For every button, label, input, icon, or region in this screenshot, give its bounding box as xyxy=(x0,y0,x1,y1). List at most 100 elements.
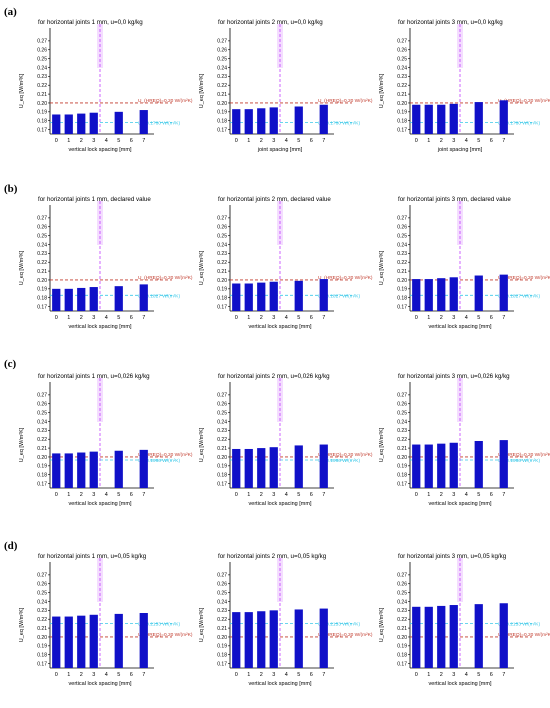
bar xyxy=(114,613,123,668)
y-tick-label: 0.23 xyxy=(217,251,227,257)
bar xyxy=(294,445,303,488)
y-tick-label: 0.18 xyxy=(37,472,47,478)
x-tick-label: 3 xyxy=(92,672,95,678)
x-tick-label: 7 xyxy=(322,315,325,321)
x-axis-label: vertical lock spacing [mm] xyxy=(429,681,492,687)
bar xyxy=(474,440,483,488)
bar xyxy=(319,279,328,311)
required-reference-label: U_(HREQ)=0.20 W/(m²K) xyxy=(498,98,550,104)
y-tick-label: 0.21 xyxy=(397,269,407,275)
required-reference-label: U_(HREQ)=0.20 W/(m²K) xyxy=(138,452,193,458)
y-tick-label: 0.27 xyxy=(397,573,407,579)
y-tick-label: 0.27 xyxy=(217,39,227,45)
x-axis-label: vertical lock spacing [mm] xyxy=(69,324,132,330)
x-tick-label: 0 xyxy=(55,492,58,498)
y-tick-label: 0.24 xyxy=(397,65,407,71)
x-tick-label: 7 xyxy=(142,492,145,498)
y-tick-label: 0.24 xyxy=(397,242,407,248)
x-tick-label: 0 xyxy=(415,315,418,321)
y-tick-label: 0.18 xyxy=(37,295,47,301)
bar xyxy=(244,283,253,311)
y-tick-label: 0.19 xyxy=(37,644,47,650)
x-tick-label: 2 xyxy=(260,138,263,144)
y-tick-label: 0.25 xyxy=(37,590,47,596)
bar xyxy=(424,104,433,134)
x-axis-label: joint spacing [mm] xyxy=(257,147,303,153)
y-tick-label: 0.19 xyxy=(397,287,407,293)
y-axis-label: U_eq [W/m²K] xyxy=(19,607,25,642)
x-tick-label: 5 xyxy=(297,492,300,498)
x-tick-label: 6 xyxy=(310,138,313,144)
bar xyxy=(499,603,508,668)
y-tick-label: 0.20 xyxy=(37,101,47,107)
y-tick-label: 0.27 xyxy=(217,393,227,399)
y-tick-label: 0.17 xyxy=(37,127,47,133)
bar xyxy=(244,612,253,668)
x-tick-label: 7 xyxy=(502,315,505,321)
x-tick-label: 1 xyxy=(247,315,250,321)
y-tick-label: 0.20 xyxy=(37,278,47,284)
y-tick-label: 0.24 xyxy=(37,599,47,605)
y-tick-label: 0.27 xyxy=(217,573,227,579)
x-tick-label: 6 xyxy=(310,492,313,498)
x-tick-label: 2 xyxy=(260,672,263,678)
bar xyxy=(319,608,328,668)
x-tick-label: 6 xyxy=(490,492,493,498)
x-tick-label: 5 xyxy=(297,672,300,678)
y-tick-label: 0.23 xyxy=(397,428,407,434)
bar xyxy=(474,102,483,134)
y-tick-label: 0.26 xyxy=(37,582,47,588)
x-tick-label: 1 xyxy=(67,672,70,678)
y-tick-label: 0.25 xyxy=(37,56,47,62)
row-label-d: (d) xyxy=(4,540,18,552)
bar xyxy=(449,277,458,311)
x-tick-label: 5 xyxy=(117,492,120,498)
x-tick-label: 6 xyxy=(310,315,313,321)
y-tick-label: 0.18 xyxy=(397,652,407,658)
x-tick-label: 3 xyxy=(452,315,455,321)
x-tick-label: 3 xyxy=(272,315,275,321)
y-axis-label: U_eq [W/m²K] xyxy=(19,250,25,285)
y-tick-label: 0.20 xyxy=(397,278,407,284)
y-axis-label: U_eq [W/m²K] xyxy=(199,73,205,108)
required-reference-label: U_(HREQ)=0.20 W/(m²K) xyxy=(138,275,193,281)
x-tick-label: 2 xyxy=(440,672,443,678)
x-tick-label: 7 xyxy=(322,492,325,498)
y-tick-label: 0.24 xyxy=(217,599,227,605)
y-tick-label: 0.23 xyxy=(397,74,407,80)
u0-reference-label: U₀=0.1780 W/(m²K) xyxy=(138,120,181,126)
y-tick-label: 0.20 xyxy=(397,455,407,461)
y-tick-label: 0.27 xyxy=(37,393,47,399)
bar xyxy=(499,274,508,311)
x-tick-label: 3 xyxy=(92,315,95,321)
y-tick-label: 0.26 xyxy=(37,402,47,408)
y-tick-label: 0.17 xyxy=(37,661,47,667)
y-tick-label: 0.27 xyxy=(37,39,47,45)
bar xyxy=(77,287,86,311)
bar xyxy=(139,449,148,488)
chart-title: for horizontal joints 3 mm, u=0,05 kg/kg xyxy=(398,553,507,560)
bar xyxy=(257,282,266,311)
u0-reference-label: U₀=0.1780 W/(m²K) xyxy=(498,120,541,126)
chart-title: for horizontal joints 2 mm, u=0,026 kg/k… xyxy=(218,373,330,380)
bar xyxy=(232,612,241,668)
y-tick-label: 0.25 xyxy=(217,233,227,239)
x-tick-label: 4 xyxy=(285,138,288,144)
u0-reference-label: U₀=0.1827 W/(m²K) xyxy=(138,293,181,299)
chart-title: for horizontal joints 2 mm, u=0,05 kg/kg xyxy=(218,553,327,560)
x-tick-label: 2 xyxy=(440,138,443,144)
x-tick-label: 3 xyxy=(92,138,95,144)
bar xyxy=(424,279,433,311)
required-reference-label: U_(HREQ)=0.20 W/(m²K) xyxy=(498,275,550,281)
x-tick-label: 6 xyxy=(310,672,313,678)
y-tick-label: 0.22 xyxy=(397,260,407,266)
bar xyxy=(139,110,148,134)
bar xyxy=(244,109,253,134)
bar xyxy=(257,108,266,134)
bar xyxy=(269,447,278,488)
bar xyxy=(412,104,421,134)
required-reference-label: U_(HREQ)=0.20 W/(m²K) xyxy=(138,98,193,104)
x-tick-label: 0 xyxy=(415,138,418,144)
y-tick-label: 0.17 xyxy=(397,481,407,487)
x-axis-label: joint spacing [mm] xyxy=(437,147,483,153)
